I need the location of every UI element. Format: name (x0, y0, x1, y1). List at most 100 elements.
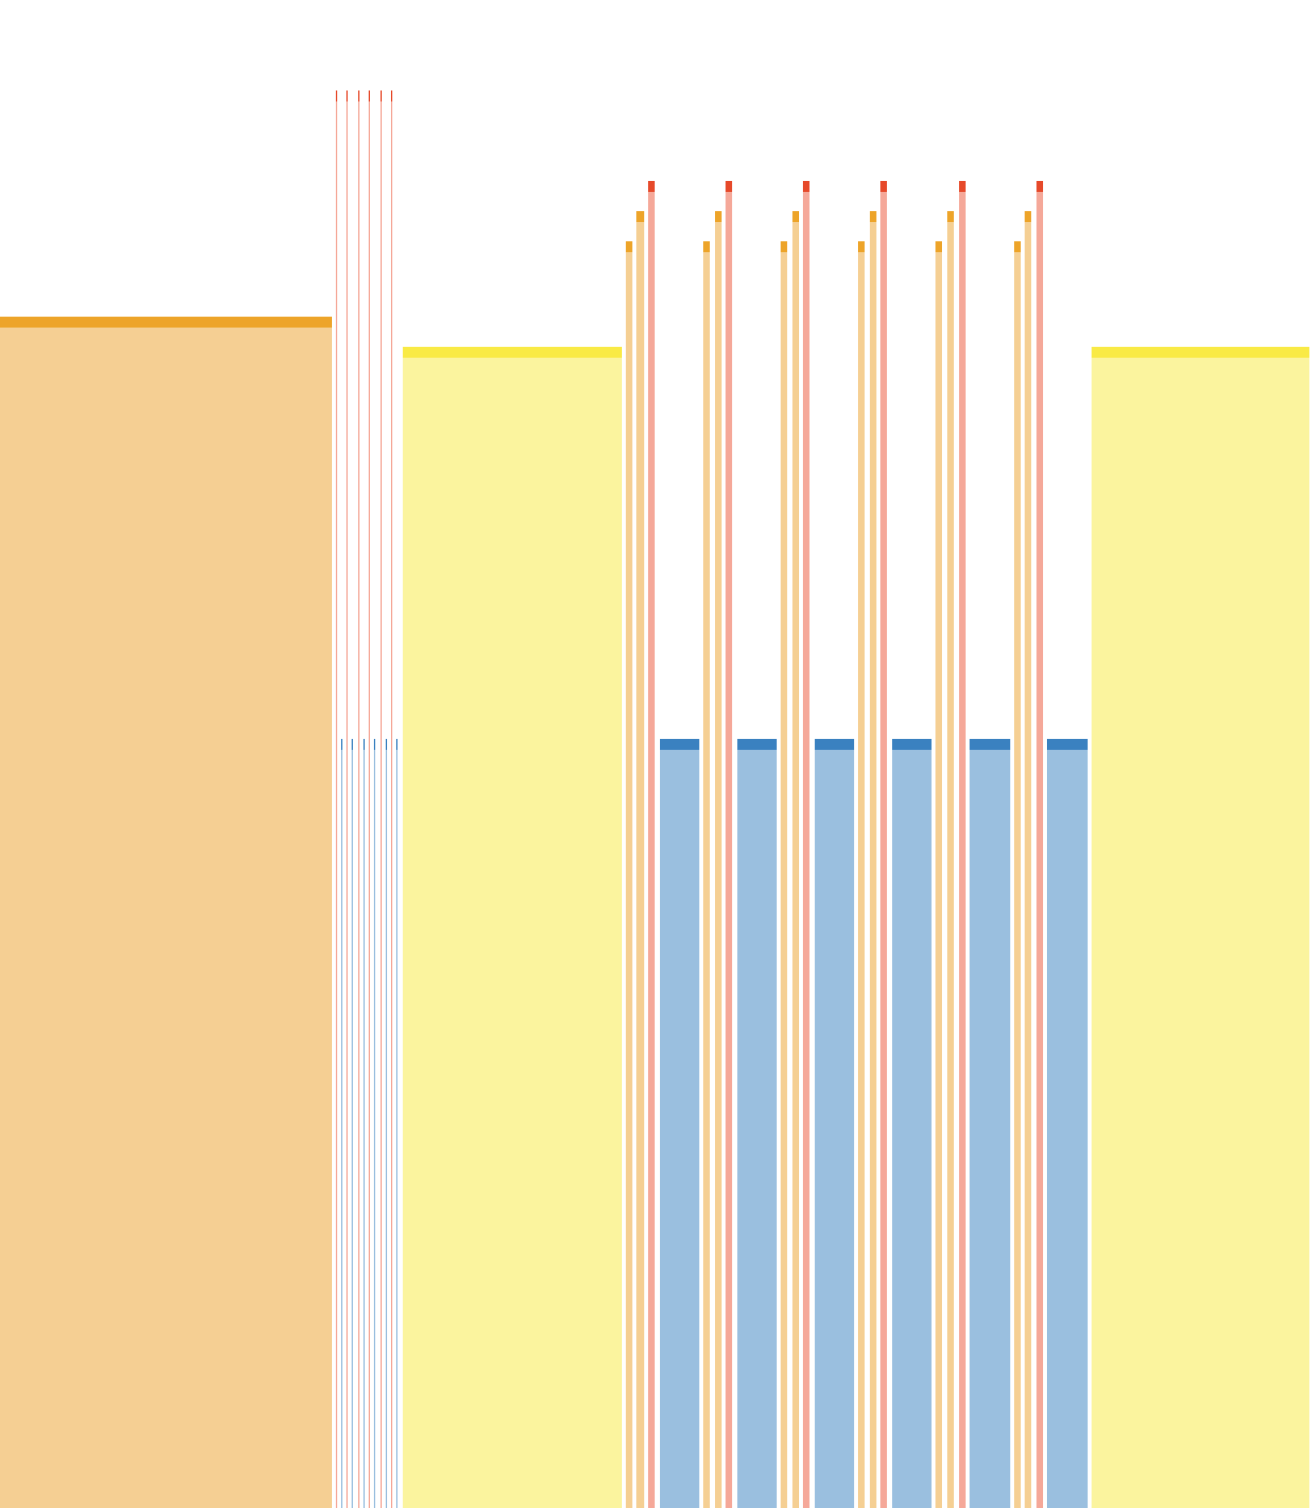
bar-thin-red-6 (390, 90, 393, 1508)
bar-triplet-2-18 (703, 241, 710, 1508)
bar-cap (869, 211, 877, 223)
bar-cap (858, 241, 865, 253)
bar-triplet-4-26 (858, 241, 865, 1508)
bar-body (335, 101, 338, 1508)
bar-body (363, 749, 365, 1508)
bar-cap (1046, 738, 1088, 750)
bar-cap (659, 738, 700, 750)
bar-body (814, 749, 855, 1508)
bar-body (373, 749, 376, 1508)
bar-left-block-0 (0, 316, 332, 1508)
bar-cap (358, 90, 360, 102)
bar-body (368, 101, 370, 1508)
bar-triplet-5-32 (959, 180, 966, 1508)
bar-triplet-5-31 (947, 211, 954, 1508)
bar-blue-2-21 (737, 738, 777, 1508)
bar-thin-blue-9 (363, 738, 365, 1508)
bar-thin-red-5 (380, 90, 382, 1508)
bar-cap (802, 180, 810, 192)
bar-cap (1014, 241, 1021, 253)
bar-body (390, 101, 393, 1508)
bar-cap (792, 211, 800, 223)
bar-body (869, 222, 877, 1508)
bar-body (1014, 252, 1021, 1508)
bar-body (737, 749, 777, 1508)
bar-body (659, 749, 700, 1508)
bar-cap (947, 211, 954, 223)
bar-cap (396, 738, 398, 750)
bar-body (947, 222, 954, 1508)
bar-blue-6-37 (1046, 738, 1088, 1508)
bar-blue-5-33 (969, 738, 1011, 1508)
bar-cap (892, 738, 932, 750)
bar-triplet-3-23 (792, 211, 800, 1508)
bar-body (0, 327, 332, 1508)
bar-body (892, 749, 932, 1508)
bar-cap (725, 180, 733, 192)
bar-cap (1036, 180, 1044, 192)
bar-cap (341, 738, 343, 750)
bar-body (935, 252, 943, 1508)
bar-triplet-3-22 (780, 241, 788, 1508)
bar-right-block-38 (1091, 346, 1310, 1508)
bar-body (636, 222, 645, 1508)
bar-cap (625, 241, 633, 253)
bar-cap (346, 90, 348, 102)
bar-cap (715, 211, 722, 223)
bar-triplet-5-30 (935, 241, 943, 1508)
bar-body (802, 191, 810, 1508)
bar-triplet-1-14 (625, 241, 633, 1508)
bar-triplet-4-27 (869, 211, 877, 1508)
bar-triplet-6-34 (1014, 241, 1021, 1508)
bar-thin-red-3 (358, 90, 360, 1508)
bar-body (351, 749, 353, 1508)
bar-body (858, 252, 865, 1508)
bar-triplet-4-28 (880, 180, 887, 1508)
bar-thin-blue-10 (373, 738, 376, 1508)
bar-cap (780, 241, 788, 253)
bar-body (648, 191, 655, 1508)
bar-cap (402, 346, 622, 358)
bar-body (969, 749, 1011, 1508)
bar-cap (335, 90, 338, 102)
bar-cap (648, 180, 655, 192)
bar-cap (385, 738, 388, 750)
bar-body (725, 191, 733, 1508)
bar-cap (636, 211, 645, 223)
bar-body (1091, 357, 1310, 1508)
bar-cap (0, 316, 332, 328)
bar-cap (363, 738, 365, 750)
bar-thin-blue-11 (385, 738, 388, 1508)
bar-body (341, 749, 343, 1508)
bar-triplet-1-15 (636, 211, 645, 1508)
bar-body (358, 101, 360, 1508)
bar-cap (373, 738, 376, 750)
bar-body (780, 252, 788, 1508)
bar-thin-red-2 (346, 90, 348, 1508)
bar-cap (737, 738, 777, 750)
bar-triplet-6-35 (1024, 211, 1032, 1508)
bar-triplet-3-24 (802, 180, 810, 1508)
bar-body (1046, 749, 1088, 1508)
bar-thin-blue-7 (341, 738, 343, 1508)
bar-cap (935, 241, 943, 253)
bar-body (715, 222, 722, 1508)
bar-cap (703, 241, 710, 253)
bar-blue-1-17 (659, 738, 700, 1508)
bar-cap (814, 738, 855, 750)
bar-cap (969, 738, 1011, 750)
bar-body (703, 252, 710, 1508)
bar-body (385, 749, 388, 1508)
bar-blue-4-29 (892, 738, 932, 1508)
bar-triplet-6-36 (1036, 180, 1044, 1508)
bar-cap (368, 90, 370, 102)
bar-cap (1024, 211, 1032, 223)
bar-cap (351, 738, 353, 750)
bar-blue-3-25 (814, 738, 855, 1508)
bar-body (880, 191, 887, 1508)
bar-cap (880, 180, 887, 192)
bar-triplet-2-19 (715, 211, 722, 1508)
bar-body (346, 101, 348, 1508)
